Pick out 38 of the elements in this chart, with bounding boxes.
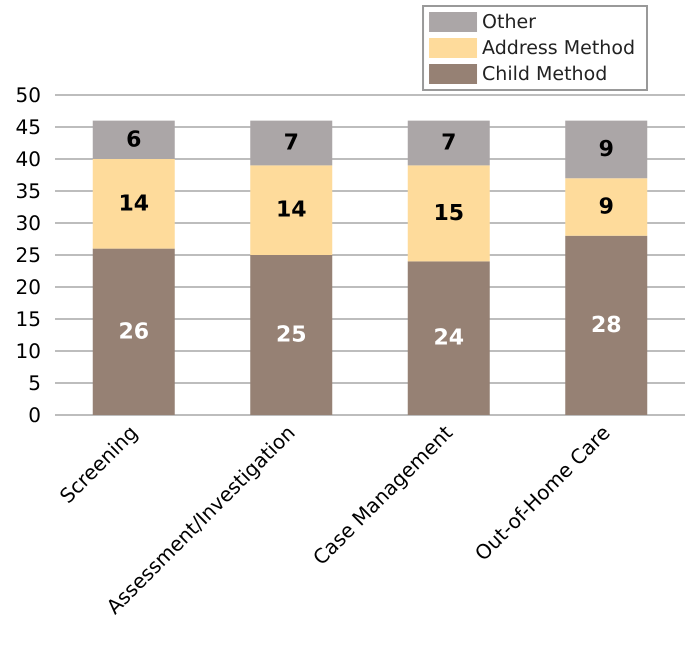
y-tick-label: 25	[16, 243, 41, 267]
data-label: 9	[598, 194, 614, 220]
legend-label: Address Method	[482, 37, 636, 59]
bar	[92, 120, 175, 159]
data-label: 6	[126, 127, 142, 152]
y-tick-label: 20	[16, 275, 41, 299]
data-label: 9	[598, 136, 614, 162]
y-tick-label: 40	[16, 147, 41, 171]
bar	[92, 159, 175, 249]
bar	[565, 236, 648, 415]
data-label: 25	[276, 322, 307, 348]
y-tick-label: 10	[16, 339, 41, 363]
data-label: 14	[276, 198, 307, 223]
data-label: 26	[118, 319, 150, 344]
bar	[408, 261, 490, 415]
y-tick-label: 50	[16, 83, 41, 107]
data-label: 7	[441, 130, 456, 156]
legend-label: Other	[482, 11, 536, 33]
y-tick-label: 5	[28, 371, 41, 395]
y-tick-label: 35	[16, 179, 41, 203]
bar	[250, 165, 332, 255]
data-label: 7	[284, 130, 299, 156]
bar	[92, 248, 175, 415]
bar	[408, 165, 490, 262]
bar	[250, 255, 332, 415]
y-tick-label: 0	[28, 403, 41, 427]
y-tick-label: 30	[16, 211, 41, 235]
y-tick-label: 15	[16, 307, 41, 331]
data-label: 24	[433, 326, 464, 351]
bar	[565, 120, 648, 178]
data-label: 15	[433, 200, 464, 226]
legend-label: Child Method	[482, 63, 608, 85]
y-tick-label: 45	[16, 115, 41, 139]
data-label: 14	[118, 191, 150, 216]
data-label: 28	[590, 312, 622, 338]
bar	[250, 120, 332, 166]
bar	[565, 178, 648, 236]
bar	[408, 120, 490, 166]
